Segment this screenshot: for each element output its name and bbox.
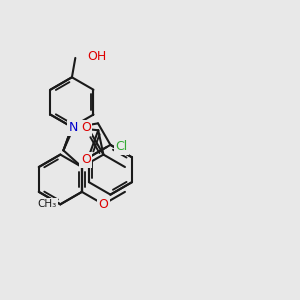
Text: N: N <box>69 121 78 134</box>
Text: O: O <box>81 121 91 134</box>
Text: Cl: Cl <box>116 140 128 153</box>
Text: CH₃: CH₃ <box>38 199 57 209</box>
Text: O: O <box>81 153 91 166</box>
Text: OH: OH <box>87 50 106 63</box>
Text: O: O <box>98 198 108 211</box>
